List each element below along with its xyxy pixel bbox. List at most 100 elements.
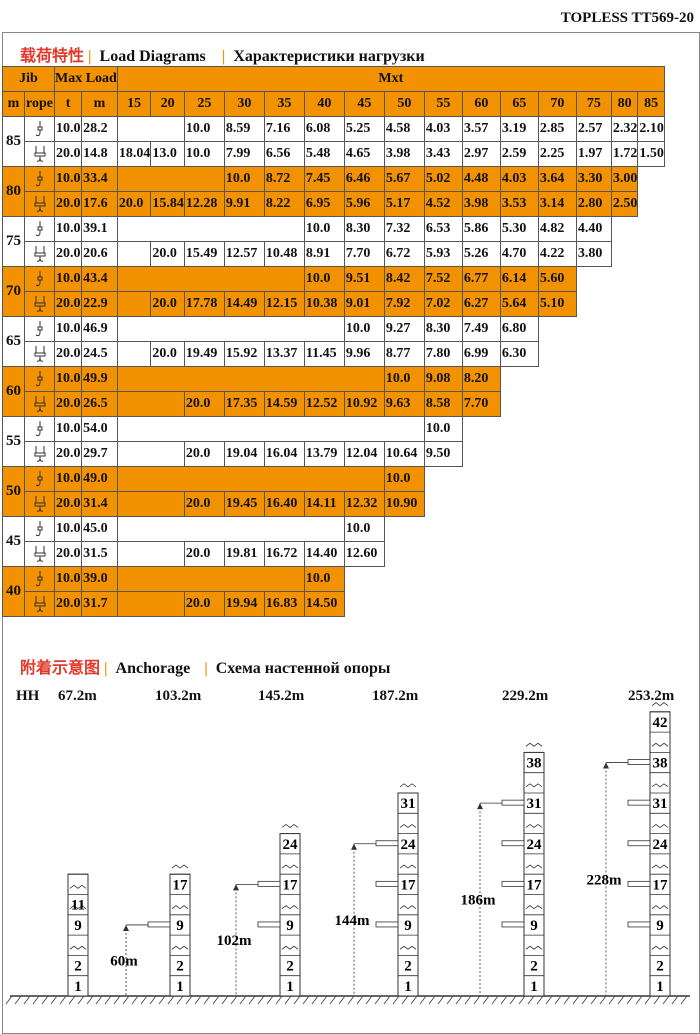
tower-section-label: 17 (653, 877, 669, 893)
ground-hatch (212, 995, 220, 1005)
tie-bar (627, 799, 651, 806)
load-row: 20.0 24.5 20.0 19.49 15.92 13.37 11.45 9.96 8.77… (3, 341, 665, 367)
zigzag-mark (399, 945, 417, 950)
load-value: 7.80 (423, 341, 463, 367)
ground-hatch (347, 995, 355, 1005)
zigzag-mark (281, 823, 299, 828)
load-value: 12.04 (343, 441, 385, 467)
blank-cell (116, 366, 385, 392)
empty-cell (424, 466, 665, 492)
load-value: 4.58 (383, 116, 425, 142)
double-hook-icon (34, 446, 45, 462)
radius-header: 80 (610, 91, 639, 117)
load-value: 10.90 (383, 491, 425, 517)
header-rope: rope (24, 91, 55, 117)
max-load-t: 10.0 (53, 566, 83, 592)
max-load-t: 20.0 (53, 141, 83, 167)
load-row: 20.0 17.6 20.0 15.84 12.28 9.91 8.22 6.95 5.96 5.… (3, 191, 665, 217)
zigzag-mark (281, 864, 299, 869)
load-row: 60 10.0 49.9 10.0 9.08 8.20 (2, 366, 665, 417)
blank-cell (116, 341, 152, 367)
tie-bar (627, 840, 651, 847)
double-hook-icon (34, 396, 45, 412)
ground-hatch (554, 995, 562, 1005)
ground-hatch (590, 995, 598, 1005)
max-load-m: 46.9 (81, 316, 118, 342)
double-hook-icon (34, 596, 45, 612)
max-load-t: 20.0 (53, 591, 83, 617)
load-value: 5.67 (383, 166, 425, 192)
ground-hatch (32, 995, 40, 1005)
tower-section-label: 1 (74, 979, 82, 995)
ground-hatch (482, 995, 490, 1005)
zigzag-mark (171, 864, 189, 869)
ground-hatch (473, 995, 481, 1005)
load-value: 7.92 (383, 291, 425, 317)
tower-section-label: 11 (71, 898, 85, 914)
ground-hatch (500, 995, 508, 1005)
load-value: 6.14 (499, 266, 539, 292)
jib-length: 60 (2, 366, 25, 417)
tie-bar (257, 921, 281, 928)
max-load-m: 33.4 (81, 166, 118, 192)
load-value: 2.57 (575, 116, 612, 142)
load-value: 12.32 (343, 491, 385, 517)
tower-section-label: 1 (530, 979, 538, 995)
ground-hatch (176, 995, 184, 1005)
load-value: 12.52 (303, 391, 345, 417)
max-load-t: 20.0 (53, 491, 83, 517)
tower-section-label: 1 (656, 979, 664, 995)
load-value: 7.45 (303, 166, 345, 192)
load-value: 6.27 (461, 291, 501, 317)
single-hook-icon (35, 371, 42, 387)
ground-hatch (14, 995, 22, 1005)
load-value: 10.92 (343, 391, 385, 417)
anchorage-title: 附着示意图 | Anchorage | Схема настенной опоры (20, 660, 391, 677)
ground-hatch (518, 995, 526, 1005)
load-value: 12.60 (343, 541, 385, 567)
load-value: 8.77 (383, 341, 425, 367)
load-value: 17.35 (223, 391, 265, 417)
tower-section-label: 24 (653, 837, 669, 853)
blank-cell (116, 441, 185, 467)
load-value: 20.0 (150, 341, 185, 367)
single-hook-icon (35, 321, 42, 337)
zigzag-mark (281, 945, 299, 950)
load-value: 7.49 (461, 316, 501, 342)
load-value: 20.0 (183, 491, 225, 517)
blank-cell (116, 116, 185, 142)
tower-section-label: 2 (404, 959, 412, 975)
load-value: 7.52 (423, 266, 463, 292)
load-diagram-title: 载荷特性 | Load Diagrams | Характеристики нагруз… (20, 48, 425, 65)
header-row-2: m rope t m 15 20 25 30 35 40 45 50 55 60 65 70 75 80 85 (2, 91, 665, 117)
ground-hatch (77, 995, 85, 1005)
rope-cell (24, 141, 55, 167)
load-row: 70 10.0 43.4 10.0 9.51 8.42 7.52 6.77 6.14 5.60 (2, 266, 665, 317)
ground-hatch (86, 995, 94, 1005)
tie-bar (627, 921, 651, 928)
anchor-height-label: 102m (217, 933, 253, 949)
load-value: 16.04 (263, 441, 305, 467)
zigzag-mark (651, 783, 669, 788)
ground-hatch (635, 995, 643, 1005)
tower-section-label: 17 (527, 877, 543, 893)
load-row: 80 10.0 33.4 10.0 8.72 7.45 6.46 5.67 5.02 4.48 4.… (2, 166, 665, 217)
tower-section-label: 9 (530, 918, 538, 934)
rope-cell (24, 566, 55, 592)
hook-height-label: 67.2m (58, 688, 97, 704)
load-value: 10.0 (183, 141, 225, 167)
load-row: 50 10.0 49.0 10.0 (2, 466, 665, 517)
rope-cell (24, 516, 55, 542)
tower-section-label: 24 (527, 837, 543, 853)
load-value: 1.50 (637, 141, 665, 167)
single-hook-icon (35, 471, 42, 487)
tower-section-label: 42 (653, 715, 668, 731)
load-value: 5.93 (423, 241, 463, 267)
ground-hatch (581, 995, 589, 1005)
tie-bar (501, 840, 525, 847)
rope-cell (24, 316, 55, 342)
ground-hatch (491, 995, 499, 1005)
radius-header: 70 (537, 91, 577, 117)
blank-cell (116, 566, 305, 592)
zigzag-mark (651, 864, 669, 869)
